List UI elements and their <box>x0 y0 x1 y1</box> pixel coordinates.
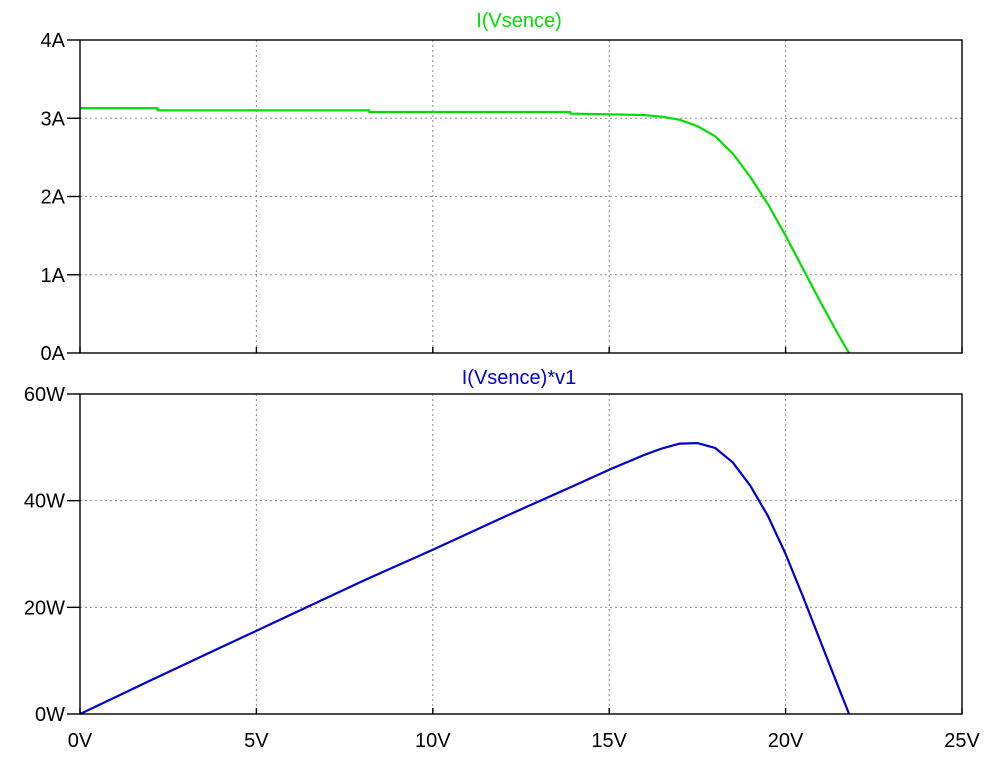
current-trace-layer <box>80 106 851 354</box>
current-trace-title: I(Vsence) <box>476 10 562 32</box>
current-y-tick-label: 4A <box>41 30 66 52</box>
current-series-line <box>80 106 851 354</box>
power-plot-frame <box>79 393 963 715</box>
power-y-tick-label: 20W <box>24 597 65 619</box>
power-trace-title: I(Vsence)*v1 <box>462 367 577 389</box>
x-tick-label: 10V <box>415 730 451 752</box>
current-y-tick-label: 0A <box>41 343 66 365</box>
x-tick-label: 5V <box>244 730 269 752</box>
current-grid <box>80 40 962 353</box>
power-y-axis: 0W 20W 40W 60W <box>24 384 963 726</box>
current-panel: I(Vsence) 0A 1A 2A 3A 4A <box>41 10 963 365</box>
power-y-tick-label: 0W <box>35 704 65 726</box>
x-tick-label: 25V <box>944 730 980 752</box>
x-tick-label: 20V <box>768 730 804 752</box>
x-tick-label: 0V <box>68 730 93 752</box>
current-y-tick-label: 1A <box>41 265 66 287</box>
power-y-tick-label: 60W <box>24 384 65 406</box>
power-panel: I(Vsence)*v1 0W 20W 40W 60W 0V 5V 10V 15V 20V 25… <box>24 367 981 752</box>
current-y-axis: 0A 1A 2A 3A 4A <box>41 30 963 365</box>
current-plot-frame <box>79 39 963 354</box>
power-y-tick-label: 40W <box>24 491 65 513</box>
current-y-tick-label: 2A <box>41 187 66 209</box>
power-trace-layer <box>79 442 851 715</box>
x-tick-label: 15V <box>591 730 627 752</box>
x-axis: 0V 5V 10V 15V 20V 25V <box>68 730 981 752</box>
power-series-line <box>79 442 851 715</box>
current-y-tick-label: 3A <box>41 108 66 130</box>
